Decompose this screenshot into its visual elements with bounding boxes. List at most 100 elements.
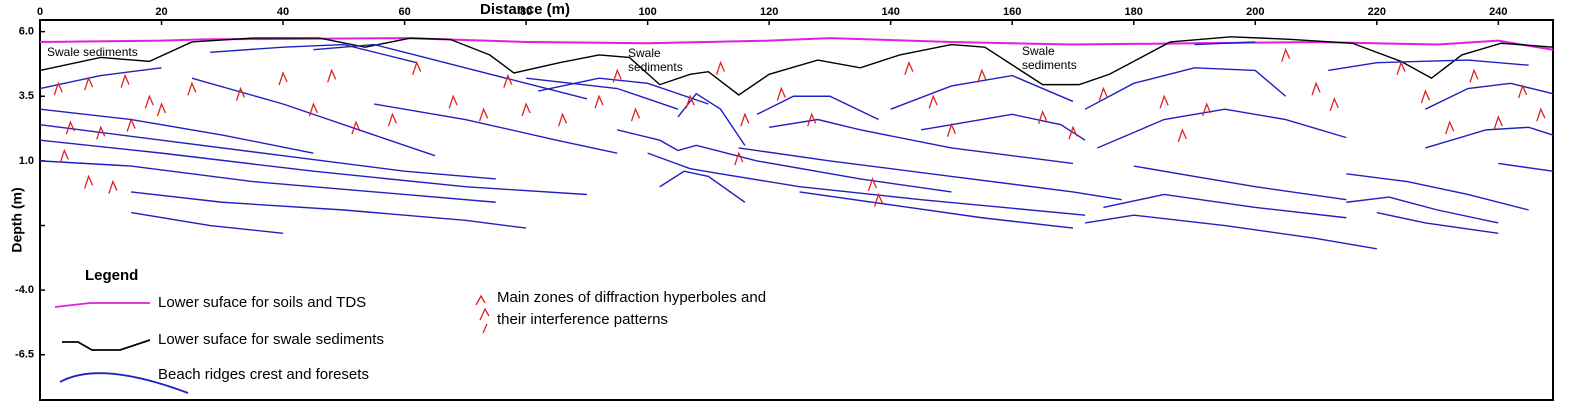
x-tick-label: 80 [520, 6, 532, 18]
diffraction-hyperbola [387, 112, 398, 127]
reflector-line [39, 139, 587, 196]
legend-label: Beach ridges crest and foresets [158, 366, 369, 383]
diffraction-hyperbola [630, 107, 641, 122]
diffraction-hyperbola [946, 122, 957, 137]
diffraction-hyperbola [1445, 120, 1455, 135]
diffraction-hyperbola [120, 73, 130, 88]
diffraction-hyperbola [448, 94, 458, 109]
diffraction-hyperbola [1518, 84, 1528, 99]
reflector-line [39, 108, 314, 154]
reflector-line [1097, 108, 1347, 149]
diffraction-hyperbola [144, 94, 154, 109]
diffraction-hyperbola [1037, 109, 1048, 124]
reflector-line [1425, 126, 1554, 149]
legend-label: Lower suface for swale sediments [158, 331, 384, 348]
diffraction-hyperbola [478, 107, 489, 122]
reflector-line [1085, 214, 1377, 250]
reflector-line [1103, 193, 1347, 219]
reflector-line [39, 36, 1554, 96]
reflector-line [1346, 196, 1499, 224]
legend-label: Main zones of diffraction hyperboles and… [497, 289, 767, 328]
diffraction-hyperbola [187, 81, 197, 96]
reflector-line [313, 43, 588, 100]
diffraction-hyperbola [1396, 60, 1406, 75]
legend-swatch [62, 339, 151, 351]
diffraction-hyperbola [59, 148, 69, 163]
legend-swatch [54, 302, 150, 308]
diffraction-hyperbola [108, 179, 118, 194]
diffraction-hyperbola [1493, 115, 1503, 130]
diffraction-hyperbola [1536, 107, 1546, 122]
diffraction-hyperbola [1469, 68, 1479, 83]
diffraction-hyperbola [928, 94, 938, 109]
x-tick-label: 0 [37, 6, 43, 18]
diffraction-hyperbola [776, 86, 786, 101]
diffraction-hyperbola [65, 120, 75, 135]
legend-label: Lower suface for soils and TDS [158, 294, 367, 311]
x-tick-label: 180 [1125, 6, 1143, 18]
reflector-line [1376, 211, 1499, 234]
x-axis-title: Distance (m) [480, 1, 570, 18]
y-tick-label: 1.0 [19, 155, 34, 167]
legend-swatch [475, 294, 490, 334]
reflector-line [191, 77, 436, 157]
diffraction-hyperbola [278, 71, 288, 86]
reflector-line [1425, 82, 1554, 110]
x-tick-label: 240 [1489, 6, 1507, 18]
diffraction-hyperbola [83, 76, 94, 91]
y-tick-label: 6.0 [19, 26, 34, 38]
diffraction-hyperbola [156, 102, 167, 117]
reflector-line [890, 74, 1074, 110]
reflector-line [526, 77, 679, 110]
diffraction-hyperbola [594, 94, 604, 109]
annotation: Swale sediments [628, 46, 683, 74]
x-tick-label: 160 [1003, 6, 1021, 18]
diffraction-hyperbola [977, 68, 987, 83]
reflector-line [39, 160, 496, 203]
diffraction-hyperbola [503, 73, 513, 88]
diffraction-hyperbola [1068, 125, 1078, 140]
reflector-line [756, 95, 879, 121]
diffraction-hyperbola [53, 81, 63, 96]
y-tick-label: 3.5 [19, 90, 34, 102]
reflector-line [617, 129, 952, 193]
diffraction-hyperbola [1420, 89, 1430, 104]
reflector-line [647, 152, 1086, 216]
reflector-line [769, 118, 1074, 165]
reflector-line [920, 113, 1086, 141]
reflector-line [1498, 162, 1554, 172]
reflector-line [131, 191, 527, 229]
diffraction-hyperbola [1329, 97, 1339, 112]
reflector-line [1194, 41, 1256, 46]
reflector-line [374, 103, 618, 154]
diffraction-hyperbola [521, 102, 531, 117]
reflector-line [1328, 59, 1529, 72]
x-tick-label: 140 [882, 6, 900, 18]
reflector-line [39, 37, 1554, 51]
diffraction-hyperbola [685, 94, 695, 109]
reflector-line [799, 191, 1074, 229]
diffraction-hyperbola [308, 102, 319, 117]
diffraction-hyperbola [715, 60, 726, 75]
annotation: Swale sediments [1022, 44, 1077, 72]
diffraction-hyperbola [904, 60, 914, 75]
diffraction-hyperbola [96, 125, 106, 140]
y-tick-label: -4.0 [15, 284, 34, 296]
diffraction-hyperbola [1281, 47, 1291, 62]
reflector-line [210, 43, 417, 64]
diffraction-hyperbola [412, 60, 422, 75]
diffraction-hyperbola [867, 177, 878, 192]
reflector-line [39, 123, 496, 180]
diffraction-hyperbola [1159, 94, 1169, 109]
diffraction-hyperbola [126, 117, 136, 132]
diffraction-hyperbola [807, 112, 817, 127]
reflector-line [659, 170, 746, 203]
x-tick-label: 220 [1368, 6, 1386, 18]
reflector-line [1084, 67, 1287, 110]
x-tick-label: 60 [398, 6, 410, 18]
reflector-line [131, 211, 284, 234]
legend-swatch [59, 372, 189, 394]
diffraction-hyperbola [740, 112, 750, 127]
